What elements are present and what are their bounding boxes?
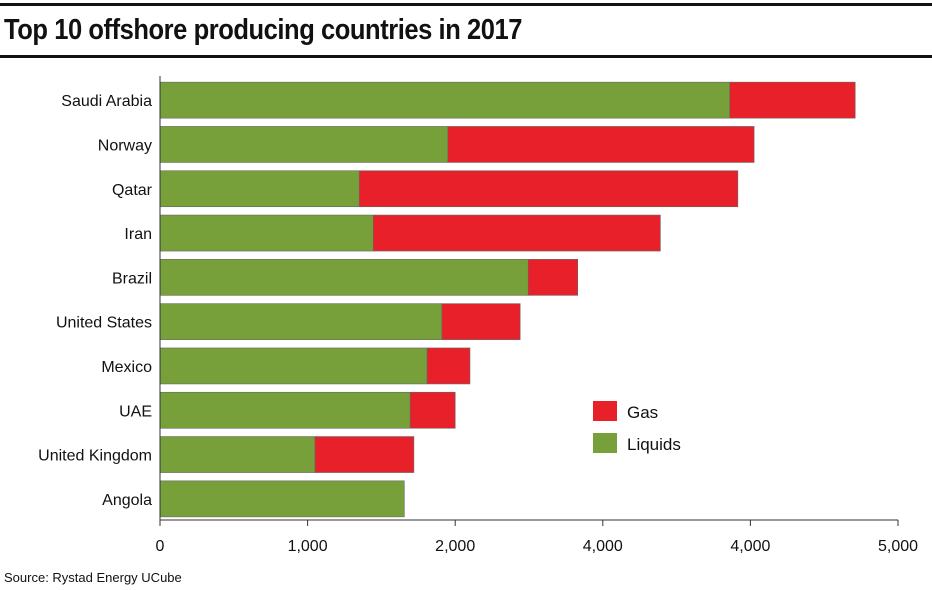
bar-liquids (159, 347, 428, 385)
bar-liquids (159, 214, 374, 252)
bar-gas (372, 214, 661, 252)
bar-gas (426, 347, 471, 385)
x-tick-label: 0 (156, 538, 165, 555)
category-label: UAE (119, 403, 152, 420)
category-label: Brazil (112, 270, 152, 287)
x-tick-label: 1,000 (288, 538, 328, 555)
category-label: Norway (98, 137, 152, 154)
category-label: Saudi Arabia (61, 93, 152, 110)
bar-liquids (159, 391, 411, 429)
bar-gas (409, 391, 456, 429)
category-label: Mexico (101, 359, 152, 376)
bar-liquids (159, 480, 405, 518)
category-label: Iran (124, 226, 152, 243)
category-label: Qatar (112, 182, 153, 199)
source-note: Source: Rystad Energy UCube (4, 570, 182, 585)
bar-gas (729, 81, 856, 119)
x-tick-label: 5,000 (878, 538, 918, 555)
bar-gas (358, 170, 739, 208)
legend-swatch-liquids (593, 433, 617, 453)
bar-gas (527, 259, 579, 296)
bar-liquids (159, 303, 443, 340)
bar-liquids (159, 126, 449, 163)
bar-gas (441, 303, 521, 340)
chart-title: Top 10 offshore producing countries in 2… (4, 14, 523, 46)
bar-liquids (159, 170, 360, 208)
bar-gas (447, 126, 755, 163)
category-label: United Kingdom (38, 448, 152, 465)
legend-swatch-gas (593, 401, 617, 421)
bar-chart: Saudi Arabia Norway Qatar Iran Brazil United … (38, 76, 918, 555)
category-label: Angola (102, 492, 152, 509)
bar-liquids (159, 436, 316, 473)
legend-label-liquids: Liquids (627, 435, 681, 454)
bar-gas (314, 436, 415, 473)
x-tick-label: 4,000 (730, 538, 770, 555)
category-label: United States (56, 315, 152, 332)
title-rule (0, 55, 932, 58)
x-tick-label: 2,000 (435, 538, 475, 555)
bar-liquids (159, 81, 731, 119)
top-rule (0, 3, 932, 6)
x-tick-label: 4,000 (583, 538, 623, 555)
bar-liquids (159, 259, 529, 296)
legend-label-gas: Gas (627, 403, 658, 422)
